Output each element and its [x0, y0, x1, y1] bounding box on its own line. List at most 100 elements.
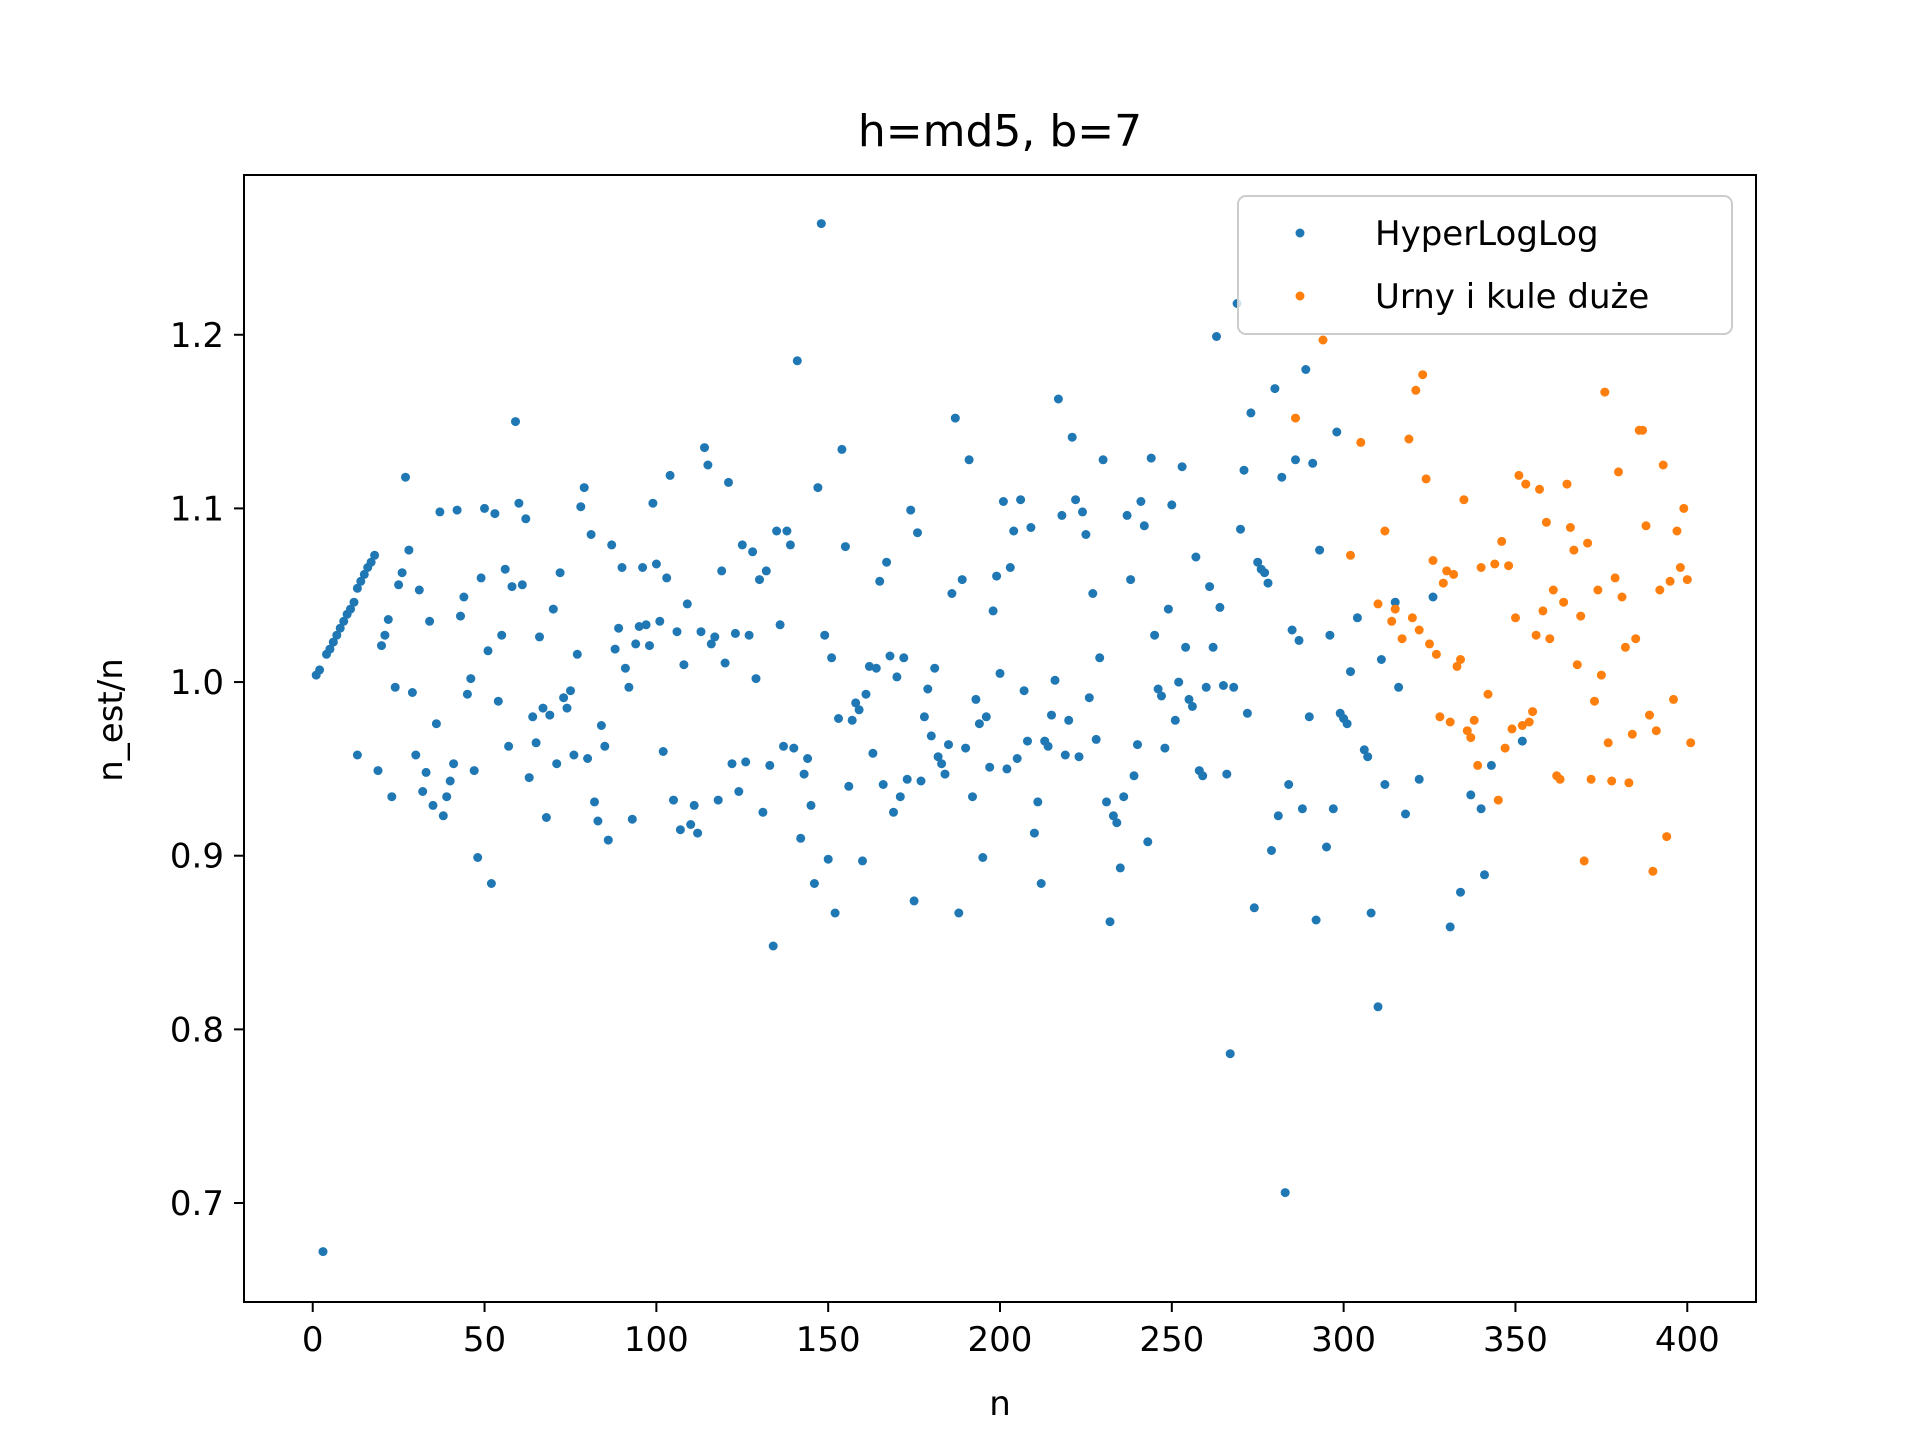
- data-point: [1153, 684, 1163, 694]
- data-point: [631, 639, 641, 649]
- data-point: [407, 688, 417, 697]
- data-point: [875, 576, 885, 586]
- data-point: [1545, 634, 1555, 644]
- data-point: [1246, 408, 1256, 418]
- data-point: [1091, 734, 1101, 744]
- y-axis-label: n_est/n: [91, 658, 131, 782]
- data-point: [686, 820, 696, 829]
- data-point: [328, 637, 338, 647]
- data-point: [741, 757, 751, 767]
- data-point: [1177, 462, 1187, 472]
- data-point: [1469, 715, 1479, 725]
- data-point: [1504, 561, 1514, 571]
- data-point: [493, 696, 503, 706]
- data-point: [566, 686, 575, 696]
- data-point: [1404, 434, 1414, 444]
- data-point: [1033, 797, 1043, 807]
- data-point: [1555, 774, 1565, 784]
- data-point: [325, 644, 335, 654]
- data-point: [1517, 736, 1527, 746]
- data-point: [511, 417, 520, 427]
- data-point: [974, 719, 984, 729]
- data-point: [401, 472, 410, 482]
- data-point: [1315, 545, 1325, 555]
- data-point: [926, 731, 936, 741]
- data-point: [466, 674, 476, 684]
- data-point: [844, 781, 854, 791]
- data-point: [387, 792, 397, 802]
- data-point: [823, 854, 833, 864]
- data-point: [765, 760, 775, 770]
- data-point: [985, 762, 995, 772]
- data-point: [442, 792, 452, 802]
- data-point: [1081, 530, 1091, 539]
- data-point: [954, 908, 964, 918]
- data-point: [610, 644, 620, 654]
- data-point: [950, 413, 960, 423]
- data-point: [541, 813, 551, 822]
- data-point: [634, 622, 644, 631]
- data-point: [937, 759, 947, 769]
- data-point: [803, 754, 813, 763]
- data-point: [1528, 707, 1538, 717]
- data-point: [1311, 915, 1321, 925]
- data-point: [1191, 552, 1201, 562]
- data-point: [1170, 715, 1180, 725]
- data-point: [957, 575, 967, 585]
- data-point: [452, 505, 462, 515]
- data-point: [796, 833, 806, 843]
- legend-label-urny: Urny i kule duże: [1375, 277, 1649, 317]
- data-point: [538, 703, 548, 713]
- data-point: [847, 715, 857, 725]
- data-point: [1411, 385, 1421, 395]
- data-point: [1414, 774, 1424, 784]
- data-point: [755, 575, 764, 585]
- y-tick-label: 1.0: [170, 663, 224, 703]
- data-point: [1212, 332, 1221, 341]
- data-point: [1236, 524, 1245, 534]
- data-point: [1218, 681, 1228, 690]
- data-point: [576, 502, 586, 512]
- data-point: [789, 743, 799, 753]
- data-point: [1150, 630, 1160, 640]
- data-point: [840, 542, 850, 552]
- data-point: [1524, 717, 1534, 727]
- data-point: [535, 632, 544, 642]
- data-point: [456, 611, 465, 621]
- data-point: [483, 646, 493, 656]
- y-tick-label: 1.2: [170, 316, 224, 356]
- data-point: [1071, 495, 1081, 505]
- data-point: [1521, 479, 1531, 489]
- data-point: [981, 712, 991, 722]
- data-point: [1043, 741, 1053, 751]
- data-point: [1222, 769, 1232, 779]
- data-point: [837, 444, 847, 454]
- data-point: [662, 573, 672, 583]
- data-point: [1012, 754, 1022, 763]
- data-point: [1662, 832, 1672, 842]
- data-point: [1346, 667, 1355, 677]
- data-point: [572, 649, 582, 659]
- data-point: [947, 589, 957, 598]
- data-point: [1267, 846, 1276, 855]
- data-point: [414, 585, 424, 595]
- data-point: [1672, 526, 1682, 536]
- data-point: [971, 694, 981, 704]
- data-point: [531, 738, 541, 748]
- data-point: [497, 630, 507, 640]
- data-point: [1009, 526, 1019, 536]
- data-point: [1291, 413, 1300, 423]
- data-point: [1559, 597, 1569, 607]
- data-point: [469, 766, 479, 776]
- axes-layer: 0 50 100 150 200 250 300 350 400 0.7 0.8 0.9 1.0 1.1 1…: [170, 174, 1757, 1360]
- data-point: [1050, 675, 1060, 685]
- data-point: [1359, 745, 1369, 755]
- data-point: [1459, 495, 1469, 505]
- data-point: [1401, 809, 1410, 819]
- data-point: [627, 814, 637, 824]
- data-point: [820, 630, 830, 640]
- data-point: [1280, 1188, 1290, 1198]
- data-point: [1686, 738, 1696, 748]
- data-point: [827, 653, 837, 663]
- data-point: [878, 780, 888, 789]
